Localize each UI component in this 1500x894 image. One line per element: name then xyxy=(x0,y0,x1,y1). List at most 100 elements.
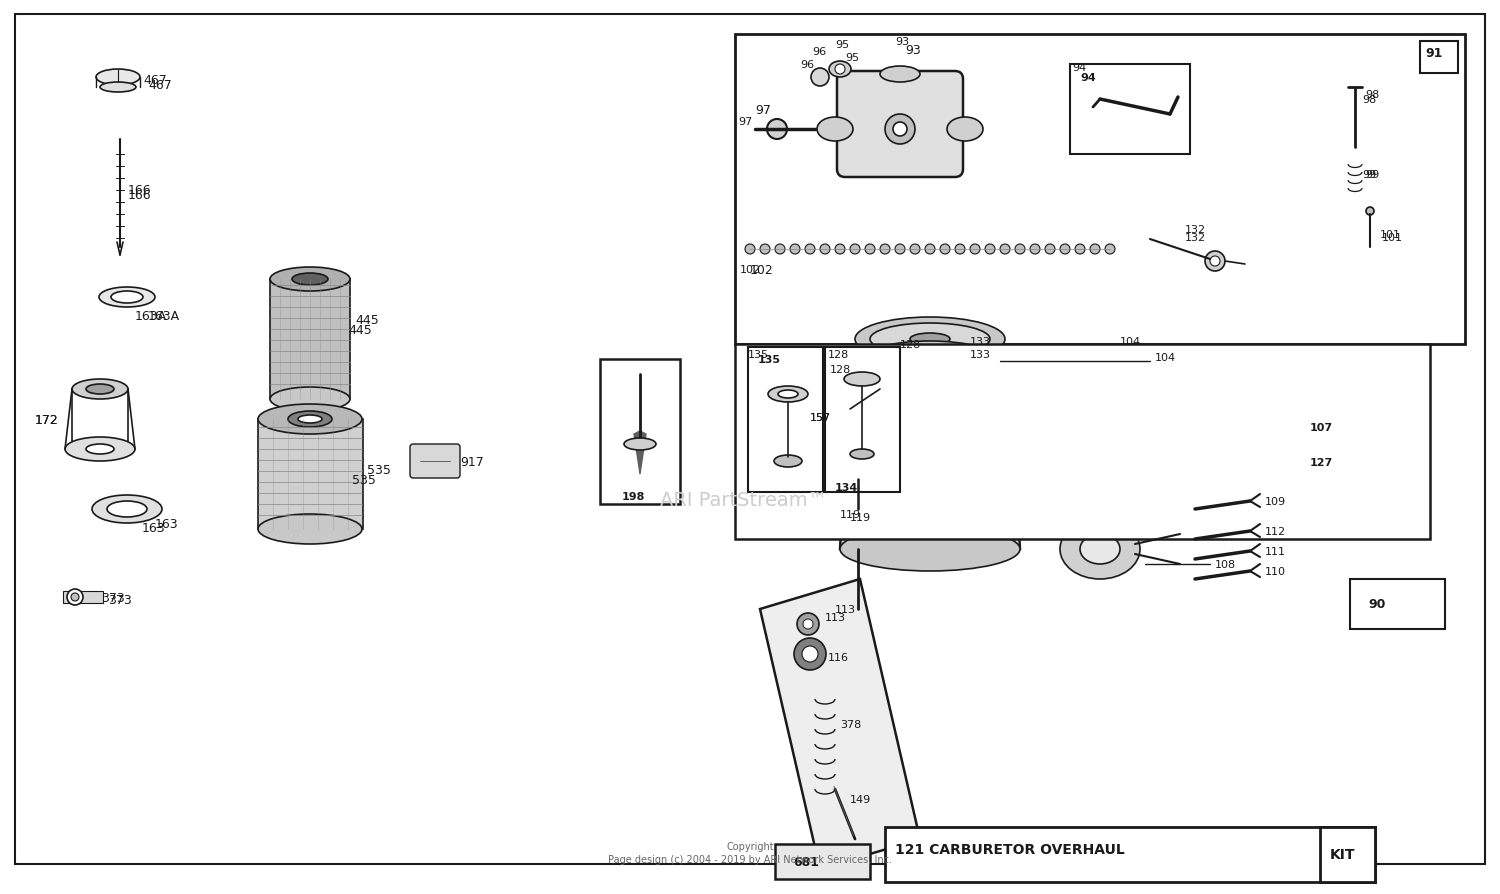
Circle shape xyxy=(760,245,770,255)
Circle shape xyxy=(956,245,964,255)
Ellipse shape xyxy=(880,67,920,83)
Bar xyxy=(270,280,350,400)
Text: KIT: KIT xyxy=(1330,847,1356,861)
Text: 134: 134 xyxy=(836,483,858,493)
Text: 121 CARBURETOR OVERHAUL: 121 CARBURETOR OVERHAUL xyxy=(896,842,1125,856)
Ellipse shape xyxy=(844,373,880,386)
Ellipse shape xyxy=(100,83,136,93)
Polygon shape xyxy=(634,432,646,475)
Text: 157: 157 xyxy=(810,412,831,423)
Text: 163A: 163A xyxy=(135,309,166,322)
Ellipse shape xyxy=(624,439,656,451)
Text: 133: 133 xyxy=(970,337,992,347)
Text: 163: 163 xyxy=(154,518,178,531)
Ellipse shape xyxy=(1060,519,1140,579)
Text: 113: 113 xyxy=(836,604,856,614)
Bar xyxy=(72,390,128,450)
Ellipse shape xyxy=(850,450,874,460)
Ellipse shape xyxy=(1068,429,1092,450)
Text: 128: 128 xyxy=(900,340,921,350)
Text: 198: 198 xyxy=(622,492,645,502)
Ellipse shape xyxy=(86,444,114,454)
Text: 163: 163 xyxy=(142,521,165,534)
Ellipse shape xyxy=(292,274,328,286)
Text: 95: 95 xyxy=(844,53,859,63)
Text: 97: 97 xyxy=(754,104,771,116)
Text: 119: 119 xyxy=(840,510,861,519)
Circle shape xyxy=(794,638,826,670)
Text: Page design (c) 2004 - 2019 by ARI Network Services, Inc.: Page design (c) 2004 - 2019 by ARI Netwo… xyxy=(608,854,892,864)
Ellipse shape xyxy=(288,411,332,427)
Text: 98: 98 xyxy=(1362,95,1377,105)
Circle shape xyxy=(68,589,82,605)
Bar xyxy=(1420,42,1458,74)
Ellipse shape xyxy=(106,502,147,518)
Text: 91: 91 xyxy=(1425,46,1443,59)
Ellipse shape xyxy=(96,70,140,86)
Ellipse shape xyxy=(840,527,1020,571)
Text: 917: 917 xyxy=(460,455,483,468)
Ellipse shape xyxy=(72,380,128,400)
Text: 95: 95 xyxy=(836,40,849,50)
FancyBboxPatch shape xyxy=(410,444,460,478)
Text: 445: 445 xyxy=(348,323,372,336)
Text: 119: 119 xyxy=(850,512,871,522)
Circle shape xyxy=(836,245,844,255)
Text: 104: 104 xyxy=(1155,352,1176,363)
Circle shape xyxy=(986,245,994,255)
Text: 101: 101 xyxy=(1380,230,1401,240)
Text: 111: 111 xyxy=(1264,546,1286,556)
Circle shape xyxy=(802,646,818,662)
Text: 166: 166 xyxy=(128,189,152,201)
Circle shape xyxy=(821,245,830,255)
Text: 96: 96 xyxy=(800,60,814,70)
Text: Copyright: Copyright xyxy=(726,841,774,851)
Text: 107: 107 xyxy=(1310,423,1334,433)
Polygon shape xyxy=(840,369,1020,550)
Circle shape xyxy=(776,245,784,255)
Ellipse shape xyxy=(270,388,350,411)
Text: 373: 373 xyxy=(100,591,124,603)
Ellipse shape xyxy=(946,118,982,142)
Text: 109: 109 xyxy=(1264,496,1286,506)
Text: 101: 101 xyxy=(1382,232,1402,243)
Text: 166: 166 xyxy=(128,183,152,197)
Ellipse shape xyxy=(842,355,878,368)
Text: 99: 99 xyxy=(1365,170,1380,180)
Text: 681: 681 xyxy=(794,856,819,869)
Circle shape xyxy=(1210,257,1219,266)
Text: 116: 116 xyxy=(828,653,849,662)
Ellipse shape xyxy=(870,324,990,356)
Circle shape xyxy=(802,620,813,629)
Circle shape xyxy=(1030,245,1039,255)
Circle shape xyxy=(940,245,950,255)
Ellipse shape xyxy=(86,384,114,394)
Circle shape xyxy=(1016,245,1025,255)
Bar xyxy=(1302,444,1396,479)
Bar xyxy=(1350,579,1444,629)
Polygon shape xyxy=(760,579,920,869)
Text: 135: 135 xyxy=(748,350,770,359)
Text: 93: 93 xyxy=(896,37,909,47)
Ellipse shape xyxy=(1054,417,1106,461)
Circle shape xyxy=(910,245,920,255)
Circle shape xyxy=(1060,245,1070,255)
Text: 90: 90 xyxy=(1368,598,1386,611)
Circle shape xyxy=(926,245,934,255)
Ellipse shape xyxy=(99,288,154,308)
Circle shape xyxy=(1090,245,1100,255)
Circle shape xyxy=(806,245,814,255)
Text: 96: 96 xyxy=(812,47,826,57)
Circle shape xyxy=(790,245,800,255)
Bar xyxy=(1070,65,1190,155)
Circle shape xyxy=(746,245,754,255)
Ellipse shape xyxy=(859,342,1000,382)
Ellipse shape xyxy=(270,267,350,291)
Ellipse shape xyxy=(818,118,854,142)
Circle shape xyxy=(1076,245,1084,255)
Ellipse shape xyxy=(1030,394,1130,485)
Circle shape xyxy=(865,245,874,255)
Text: 172: 172 xyxy=(34,413,58,426)
Text: 467: 467 xyxy=(142,73,166,87)
Ellipse shape xyxy=(778,391,798,399)
